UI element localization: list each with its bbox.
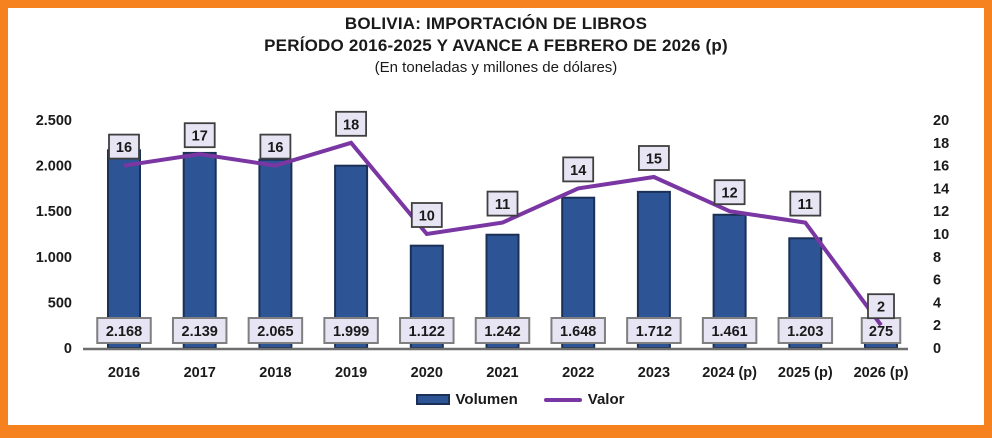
- valor-value-box: [410, 202, 443, 228]
- valor-value-box: [486, 190, 519, 217]
- chart-header: BOLIVIA: IMPORTACIÓN DE LIBROS PERÍODO 2…: [0, 13, 992, 78]
- volumen-value-box: [247, 317, 304, 344]
- valor-value-label: 11: [495, 197, 510, 213]
- legend-item-volumen: Volumen: [415, 391, 518, 408]
- left-axis-tick-label: 1.500: [36, 204, 72, 220]
- x-axis-category-label: 2026 (p): [854, 365, 909, 381]
- volumen-value-box: [777, 317, 834, 344]
- valor-value-box: [713, 179, 746, 206]
- valor-value-label: 16: [267, 140, 283, 156]
- volumen-value-label: 1.461: [711, 324, 747, 340]
- x-axis-category-label: 2017: [184, 365, 216, 381]
- left-axis-tick-label: 2.000: [36, 159, 72, 175]
- volumen-value-box: [96, 317, 152, 344]
- volumen-value-box: [323, 317, 379, 344]
- valor-value-box: [867, 293, 895, 320]
- volumen-value-label: 1.712: [636, 324, 672, 340]
- x-axis-category-label: 2019: [335, 365, 367, 381]
- legend-item-valor: Valor: [543, 391, 625, 408]
- valor-value-label: 17: [192, 129, 208, 145]
- left-axis-tick-label: 500: [48, 295, 72, 311]
- left-axis-tick-label: 1.000: [36, 250, 72, 266]
- x-axis-category-label: 2024 (p): [702, 365, 757, 381]
- x-axis-category-label: 2020: [411, 365, 443, 381]
- volumen-swatch-icon: [415, 394, 450, 405]
- valor-value-label: 10: [419, 209, 435, 225]
- chart-title-line1: BOLIVIA: IMPORTACIÓN DE LIBROS: [344, 14, 648, 33]
- valor-value-label: 12: [722, 186, 738, 202]
- legend-label-volumen: Volumen: [455, 391, 518, 408]
- right-axis-tick-label: 8: [933, 250, 941, 266]
- x-axis-category-label: 2022: [562, 365, 594, 381]
- volumen-value-label: 1.203: [787, 324, 823, 340]
- x-axis-category-label: 2021: [486, 365, 518, 381]
- valor-value-label: 16: [116, 140, 132, 156]
- valor-swatch-icon: [543, 397, 582, 402]
- right-axis-tick-label: 0: [933, 341, 941, 357]
- chart-title-line2: PERÍODO 2016-2025 Y AVANCE A FEBRERO DE …: [264, 36, 728, 55]
- volumen-value-box: [701, 317, 758, 344]
- volumen-value-box: [550, 317, 606, 344]
- volumen-value-label: 2.139: [182, 324, 218, 340]
- volumen-bar: [258, 158, 293, 349]
- valor-value-box: [259, 133, 292, 160]
- right-axis-tick-label: 20: [933, 113, 949, 129]
- volumen-bar: [107, 149, 141, 349]
- valor-value-box: [562, 156, 595, 183]
- valor-value-label: 18: [343, 117, 359, 133]
- valor-value-box: [335, 110, 368, 137]
- volumen-value-label: 1.648: [560, 324, 596, 340]
- right-axis-tick-label: 10: [933, 227, 949, 243]
- valor-value-label: 15: [646, 152, 662, 168]
- right-axis-tick-label: 12: [933, 204, 949, 220]
- legend-label-valor: Valor: [587, 391, 625, 408]
- volumen-value-box: [626, 317, 682, 344]
- right-axis-tick-label: 2: [933, 318, 941, 334]
- volumen-value-box: [399, 317, 455, 344]
- chart-subtitle: (En toneladas y millones de dólares): [374, 59, 618, 76]
- volumen-value-label: 1.122: [409, 324, 445, 340]
- right-axis-tick-label: 6: [933, 273, 941, 289]
- x-axis-category-label: 2016: [108, 365, 140, 381]
- volumen-value-label: 1.242: [484, 324, 520, 340]
- left-axis-tick-label: 0: [64, 341, 72, 357]
- volumen-value-box: [474, 317, 531, 344]
- valor-value-box: [789, 190, 822, 217]
- volumen-value-label: 1.999: [333, 324, 369, 340]
- valor-value-box: [183, 122, 216, 149]
- right-axis-tick-label: 18: [933, 136, 949, 152]
- legend: Volumen Valor: [24, 391, 992, 408]
- valor-value-label: 14: [570, 163, 586, 179]
- x-axis-category-label: 2018: [259, 365, 291, 381]
- volumen-value-box: [171, 317, 228, 344]
- x-axis-category-label: 2023: [638, 365, 670, 381]
- volumen-bar: [182, 151, 217, 349]
- right-axis-tick-label: 4: [933, 295, 941, 311]
- valor-value-label: 2: [877, 300, 885, 316]
- volumen-value-label: 2.168: [106, 324, 142, 340]
- volumen-value-label: 2.065: [257, 324, 293, 340]
- right-axis-tick-label: 14: [933, 181, 949, 197]
- right-axis-tick-label: 16: [933, 159, 949, 175]
- left-axis-tick-label: 2.500: [36, 113, 72, 129]
- valor-line: [123, 140, 883, 327]
- valor-value-label: 11: [798, 197, 813, 213]
- volumen-value-label: 275: [869, 324, 893, 340]
- valor-value-box: [108, 133, 140, 160]
- valor-value-box: [638, 145, 670, 171]
- x-axis-category-label: 2025 (p): [778, 365, 833, 381]
